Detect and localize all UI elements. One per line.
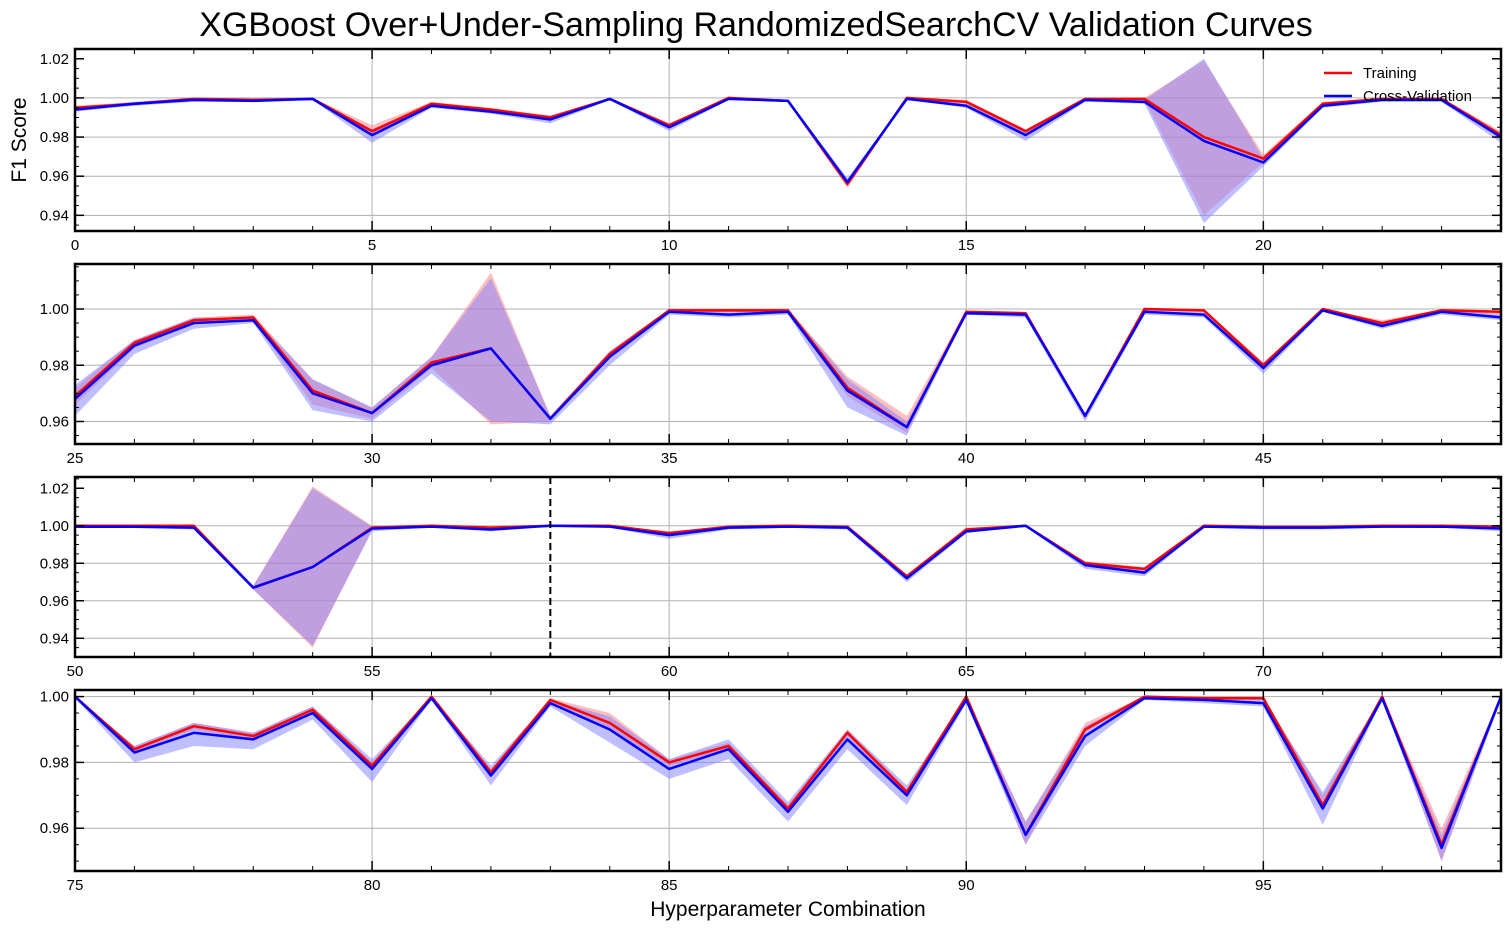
panel-frame — [73, 262, 1503, 446]
chart-panels: 0 5 10 15 20 0.94 0.96 0.98 1.00 1.02 25 30 35 40 45 0.… — [40, 47, 1503, 894]
y-tick-label: 0.98 — [40, 555, 69, 572]
y-tick-label: 1.00 — [40, 301, 69, 318]
legend: Training Cross-Validation — [1324, 65, 1472, 105]
x-tick-label: 15 — [958, 237, 975, 254]
legend-label-training: Training — [1363, 65, 1417, 82]
x-tick-label: 25 — [67, 450, 84, 467]
x-tick-label: 70 — [1255, 663, 1272, 680]
y-tick-label: 0.94 — [40, 630, 69, 647]
panel-2: 25 30 35 40 45 0.96 0.98 1.00 — [40, 262, 1503, 467]
panel-1: 0 5 10 15 20 0.94 0.96 0.98 1.00 1.02 — [40, 47, 1503, 254]
training-std-band — [75, 272, 1501, 433]
x-tick-label: 5 — [368, 237, 376, 254]
y-tick-label: 0.96 — [40, 593, 69, 610]
x-tick-label: 75 — [67, 877, 84, 894]
chart-title: XGBoost Over+Under-Sampling RandomizedSe… — [199, 6, 1312, 44]
y-tick-label: 0.96 — [40, 820, 69, 837]
x-tick-label: 30 — [364, 450, 381, 467]
panel-plot-area — [75, 695, 1501, 862]
panel-3: 50 55 60 65 70 0.94 0.96 0.98 1.00 1.02 — [40, 475, 1503, 680]
x-tick-label: 90 — [958, 877, 975, 894]
y-tick-label: 1.00 — [40, 689, 69, 706]
x-tick-label: 55 — [364, 663, 381, 680]
panel-frame — [73, 688, 1503, 873]
cv-line — [75, 695, 1501, 850]
x-tick-label: 35 — [661, 450, 678, 467]
x-tick-label: 60 — [661, 663, 678, 680]
panel-frame — [73, 475, 1503, 659]
cv-line — [75, 309, 1501, 429]
x-tick-label: 80 — [364, 877, 381, 894]
x-tick-label: 0 — [71, 237, 79, 254]
x-tick-label: 50 — [67, 663, 84, 680]
y-tick-label: 1.02 — [40, 51, 69, 68]
x-tick-label: 10 — [661, 237, 678, 254]
x-tick-label: 45 — [1255, 450, 1272, 467]
cv-line — [75, 97, 1501, 184]
training-line — [75, 307, 1501, 429]
y-tick-label: 1.02 — [40, 480, 69, 497]
x-tick-label: 65 — [958, 663, 975, 680]
y-tick-label: 0.96 — [40, 414, 69, 431]
y-tick-label: 1.00 — [40, 90, 69, 107]
x-tick-label: 40 — [958, 450, 975, 467]
x-axis-label: Hyperparameter Combination — [650, 898, 925, 921]
cv-line — [75, 524, 1501, 589]
panel-4: 75 80 85 90 95 0.96 0.98 1.00 — [40, 688, 1503, 894]
x-tick-label: 20 — [1255, 237, 1272, 254]
cv-std-band — [75, 278, 1501, 436]
x-tick-label: 85 — [661, 877, 678, 894]
y-tick-label: 0.96 — [40, 168, 69, 185]
y-tick-label: 0.94 — [40, 207, 69, 224]
cv-std-band — [75, 488, 1501, 646]
y-tick-label: 1.00 — [40, 518, 69, 535]
y-tick-label: 0.98 — [40, 754, 69, 771]
y-axis-label: F1 Score — [8, 97, 31, 182]
panel-frame — [73, 47, 1503, 233]
panel-plot-area — [75, 272, 1501, 436]
x-tick-label: 95 — [1255, 877, 1272, 894]
y-tick-label: 0.98 — [40, 129, 69, 146]
legend-label-cv: Cross-Validation — [1363, 88, 1472, 105]
panel-plot-area — [75, 477, 1501, 657]
panel-plot-area — [75, 58, 1501, 224]
y-tick-label: 0.98 — [40, 357, 69, 374]
